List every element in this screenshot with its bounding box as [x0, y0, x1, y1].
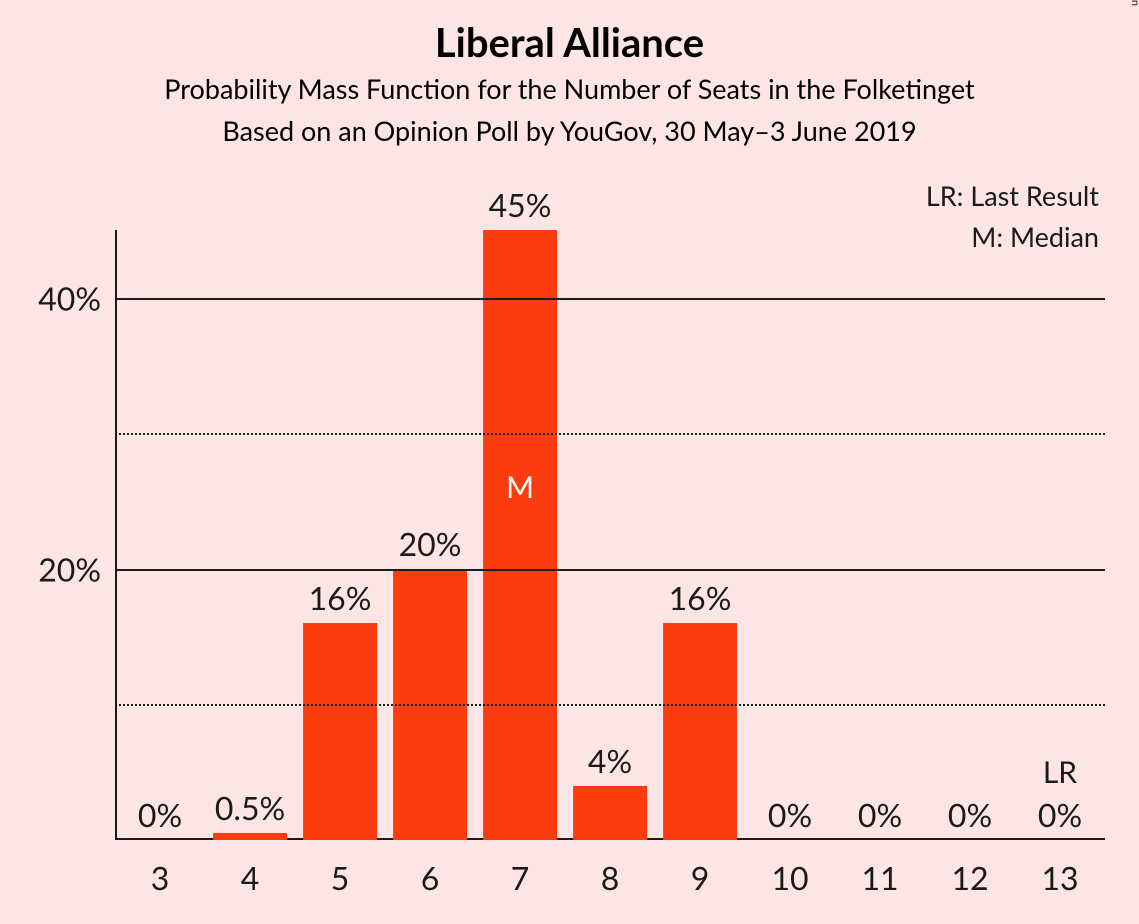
bar-slot-4: 0.5%4 — [205, 230, 295, 840]
bar-slot-11: 0%11 — [835, 230, 925, 840]
bar-slot-8: 4%8 — [565, 230, 655, 840]
x-tick-13: 13 — [1041, 858, 1078, 897]
bar-label-6: 20% — [399, 524, 462, 563]
bar-5 — [303, 623, 377, 840]
plot-area: 0%30.5%416%520%645%M74%816%90%100%110%12… — [115, 230, 1105, 840]
x-tick-11: 11 — [861, 858, 898, 897]
bar-slot-5: 16%5 — [295, 230, 385, 840]
bar-label-13: 0% — [1038, 795, 1082, 834]
bar-label-7: 45% — [489, 185, 552, 224]
x-tick-4: 4 — [241, 858, 260, 897]
bar-label-4: 0.5% — [215, 788, 285, 827]
x-tick-3: 3 — [151, 858, 170, 897]
y-tick-40: 40% — [38, 278, 101, 317]
chart-title: Liberal Alliance — [0, 18, 1139, 66]
bar-7 — [483, 230, 557, 840]
bar-slot-6: 20%6 — [385, 230, 475, 840]
bar-slot-7: 45%M7 — [475, 230, 565, 840]
bars-container: 0%30.5%416%520%645%M74%816%90%100%110%12… — [115, 230, 1105, 840]
legend-m: M: Median — [926, 217, 1099, 258]
bar-8 — [573, 786, 647, 840]
bar-slot-13: 0%LR13 — [1015, 230, 1105, 840]
bar-annot-in-7: M — [506, 469, 534, 505]
bar-slot-10: 0%10 — [745, 230, 835, 840]
bar-label-9: 16% — [669, 578, 732, 617]
x-tick-7: 7 — [511, 858, 530, 897]
legend: LR: Last Result M: Median — [926, 176, 1099, 257]
x-tick-5: 5 — [331, 858, 350, 897]
gridline-30 — [115, 433, 1105, 435]
legend-lr: LR: Last Result — [926, 176, 1099, 217]
x-tick-6: 6 — [421, 858, 440, 897]
bar-slot-12: 0%12 — [925, 230, 1015, 840]
bar-annot-above-13: LR — [1043, 754, 1077, 790]
x-tick-9: 9 — [691, 858, 710, 897]
gridline-40 — [115, 298, 1105, 300]
bar-label-3: 0% — [138, 795, 182, 834]
gridline-10 — [115, 704, 1105, 706]
bar-label-11: 0% — [858, 795, 902, 834]
x-tick-12: 12 — [951, 858, 988, 897]
gridline-20 — [115, 569, 1105, 571]
copyright-text: © 2019 Filip van Laenen — [1129, 0, 1139, 6]
chart-subtitle-1: Probability Mass Function for the Number… — [0, 72, 1139, 105]
y-tick-20: 20% — [38, 549, 101, 588]
bar-slot-9: 16%9 — [655, 230, 745, 840]
bar-slot-3: 0%3 — [115, 230, 205, 840]
bar-label-10: 0% — [768, 795, 812, 834]
bar-4 — [213, 833, 287, 840]
bar-label-8: 4% — [588, 741, 632, 780]
bar-9 — [663, 623, 737, 840]
chart-subtitle-2: Based on an Opinion Poll by YouGov, 30 M… — [0, 114, 1139, 147]
bar-label-5: 16% — [309, 578, 372, 617]
bar-label-12: 0% — [948, 795, 992, 834]
x-tick-10: 10 — [771, 858, 808, 897]
x-tick-8: 8 — [601, 858, 620, 897]
